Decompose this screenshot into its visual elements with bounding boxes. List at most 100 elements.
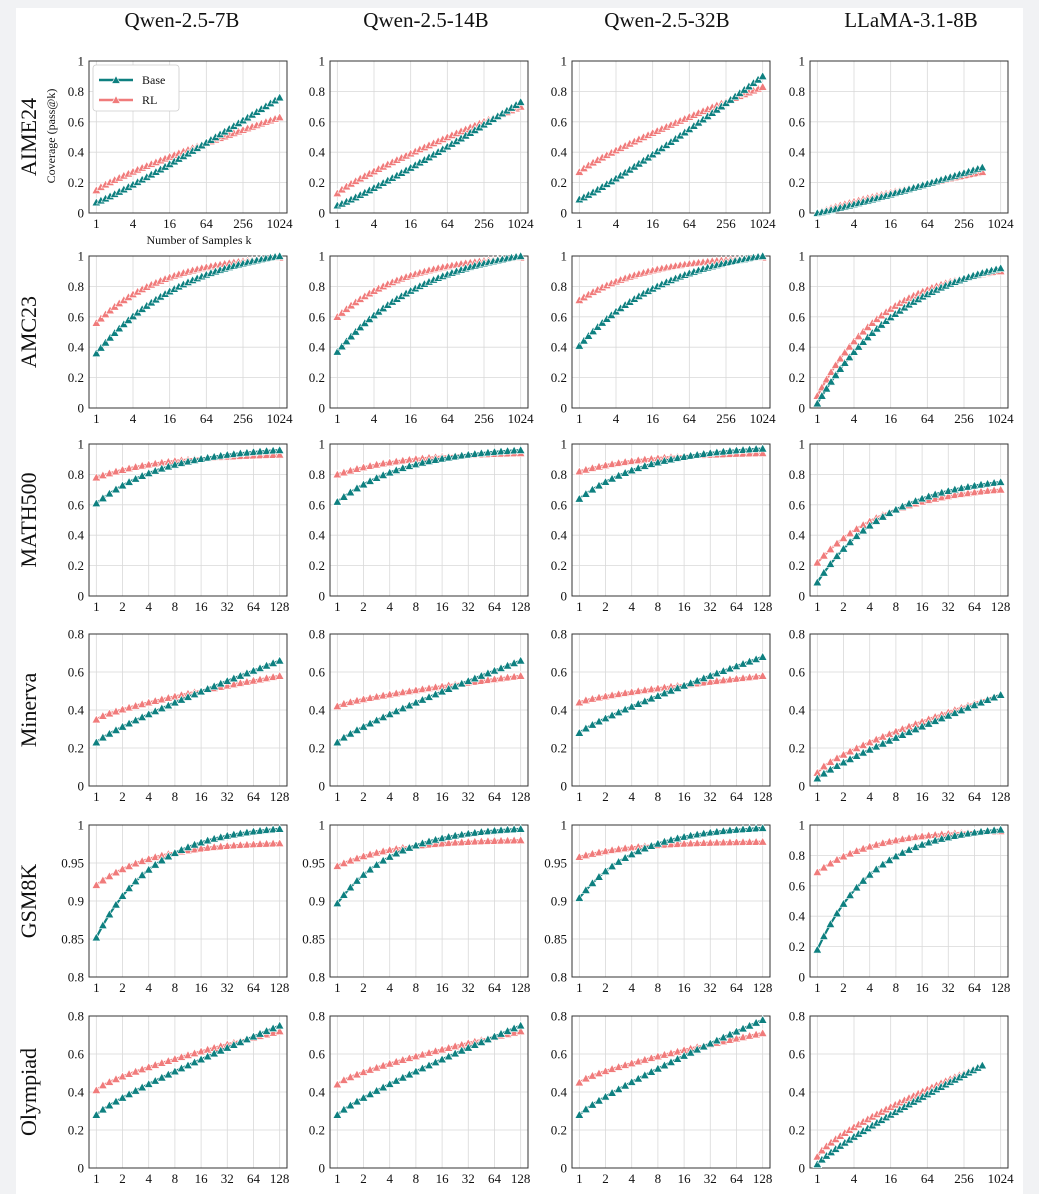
data-point-rl bbox=[969, 487, 980, 496]
row-label: GSM8K bbox=[16, 864, 41, 939]
data-point-base bbox=[712, 1035, 722, 1045]
data-point-base bbox=[581, 1104, 591, 1113]
y-tick-label: 0.6 bbox=[309, 665, 326, 680]
y-tick-label: 0.9 bbox=[68, 894, 84, 909]
data-point-rl bbox=[229, 679, 239, 689]
x-tick-label: 1 bbox=[814, 789, 821, 804]
data-point-base bbox=[124, 718, 134, 728]
x-tick-label: 16 bbox=[195, 599, 209, 614]
y-tick-label: 0.6 bbox=[551, 1047, 568, 1062]
x-tick-label: 32 bbox=[221, 980, 234, 995]
data-point-base bbox=[849, 346, 859, 356]
data-point-rl bbox=[358, 1067, 369, 1076]
x-tick-label: 4 bbox=[628, 599, 635, 614]
data-point-base bbox=[685, 450, 696, 460]
x-tick-label: 2 bbox=[119, 980, 126, 995]
data-point-base bbox=[450, 830, 461, 840]
data-point-base bbox=[685, 830, 696, 840]
data-point-rl bbox=[725, 837, 735, 846]
x-tick-label: 1 bbox=[93, 980, 100, 995]
data-point-base bbox=[109, 327, 120, 337]
data-point-base bbox=[235, 670, 246, 680]
y-tick-label: 0.2 bbox=[68, 175, 84, 190]
data-point-rl bbox=[825, 544, 836, 553]
data-point-base bbox=[332, 496, 343, 506]
data-point-base bbox=[757, 823, 768, 832]
x-tick-label: 1 bbox=[334, 599, 341, 614]
data-point-base bbox=[384, 851, 395, 861]
plot-frame bbox=[809, 443, 1009, 597]
data-point-base bbox=[626, 701, 637, 711]
data-point-rl bbox=[365, 692, 375, 702]
data-point-base bbox=[261, 1026, 272, 1035]
x-tick-label: 1 bbox=[93, 216, 100, 231]
y-tick-label: 1 bbox=[799, 54, 806, 69]
subplot-aime24-1: 0 0.2 0.4 0.6 0.8 1 1 4 16 64 256 1024 bbox=[309, 54, 534, 232]
x-tick-label: 1 bbox=[814, 411, 821, 426]
column-title: Qwen-2.5-32B bbox=[604, 8, 729, 32]
legend-label-base: Base bbox=[142, 73, 165, 87]
x-tick-label: 128 bbox=[753, 789, 773, 804]
x-tick-label: 4 bbox=[851, 1171, 858, 1186]
x-tick-label: 64 bbox=[488, 1171, 502, 1186]
data-point-base bbox=[812, 944, 823, 954]
data-point-rl bbox=[844, 341, 855, 351]
data-point-base bbox=[378, 1082, 388, 1092]
data-point-base bbox=[581, 885, 591, 894]
x-tick-label: 2 bbox=[360, 1171, 367, 1186]
y-tick-label: 0.4 bbox=[309, 528, 326, 543]
x-tick-label: 16 bbox=[436, 599, 450, 614]
y-tick-label: 0 bbox=[78, 779, 85, 794]
y-tick-label: 0.2 bbox=[789, 558, 805, 573]
data-point-base bbox=[483, 668, 493, 677]
data-point-base bbox=[639, 843, 650, 853]
data-point-rl bbox=[339, 1075, 349, 1084]
y-tick-label: 0 bbox=[561, 1161, 568, 1176]
subplot-minerva-2: 0 0.2 0.4 0.6 0.8 1 2 4 8 16 32 64 128 bbox=[551, 627, 773, 805]
y-tick-label: 0 bbox=[78, 206, 85, 221]
y-tick-label: 1 bbox=[561, 249, 568, 264]
data-point-base bbox=[96, 342, 106, 352]
data-point-rl bbox=[443, 838, 454, 847]
data-point-base bbox=[183, 842, 193, 851]
y-tick-label: 0.8 bbox=[309, 84, 325, 99]
data-point-rl bbox=[235, 840, 246, 849]
data-point-base bbox=[111, 725, 121, 734]
data-point-base bbox=[242, 827, 252, 837]
data-point-base bbox=[183, 692, 193, 701]
y-tick-label: 0.4 bbox=[309, 1085, 326, 1100]
data-point-rl bbox=[853, 331, 864, 340]
data-point-base bbox=[391, 706, 402, 715]
data-point-base bbox=[594, 716, 604, 726]
data-point-base bbox=[853, 341, 864, 351]
data-point-base bbox=[891, 732, 901, 742]
y-tick-label: 0.8 bbox=[789, 467, 805, 482]
data-point-rl bbox=[489, 835, 500, 845]
data-point-base bbox=[248, 665, 259, 675]
x-tick-label: 4 bbox=[628, 789, 635, 804]
data-point-base bbox=[378, 712, 388, 721]
y-tick-label: 0.6 bbox=[309, 497, 326, 512]
x-tick-label: 32 bbox=[704, 599, 717, 614]
data-point-base bbox=[862, 332, 873, 341]
y-tick-label: 0.6 bbox=[551, 114, 568, 129]
y-tick-label: 0.8 bbox=[789, 279, 805, 294]
data-point-base bbox=[864, 744, 875, 754]
x-tick-label: 64 bbox=[730, 789, 744, 804]
data-point-base bbox=[355, 322, 366, 332]
data-point-base bbox=[365, 476, 375, 485]
legend-marker-base bbox=[111, 75, 121, 84]
data-point-base bbox=[268, 824, 278, 834]
data-point-base bbox=[867, 327, 878, 337]
y-tick-label: 0.4 bbox=[309, 145, 326, 160]
y-tick-label: 0.4 bbox=[551, 528, 568, 543]
data-point-base bbox=[417, 694, 428, 704]
data-point-rl bbox=[884, 836, 895, 846]
x-tick-label: 4 bbox=[851, 411, 858, 426]
y-tick-label: 0.4 bbox=[68, 528, 85, 543]
y-tick-label: 0.95 bbox=[61, 856, 84, 871]
x-tick-label: 64 bbox=[921, 411, 935, 426]
data-point-base bbox=[977, 1060, 988, 1070]
data-point-rl bbox=[483, 675, 493, 684]
data-point-base bbox=[137, 470, 147, 480]
